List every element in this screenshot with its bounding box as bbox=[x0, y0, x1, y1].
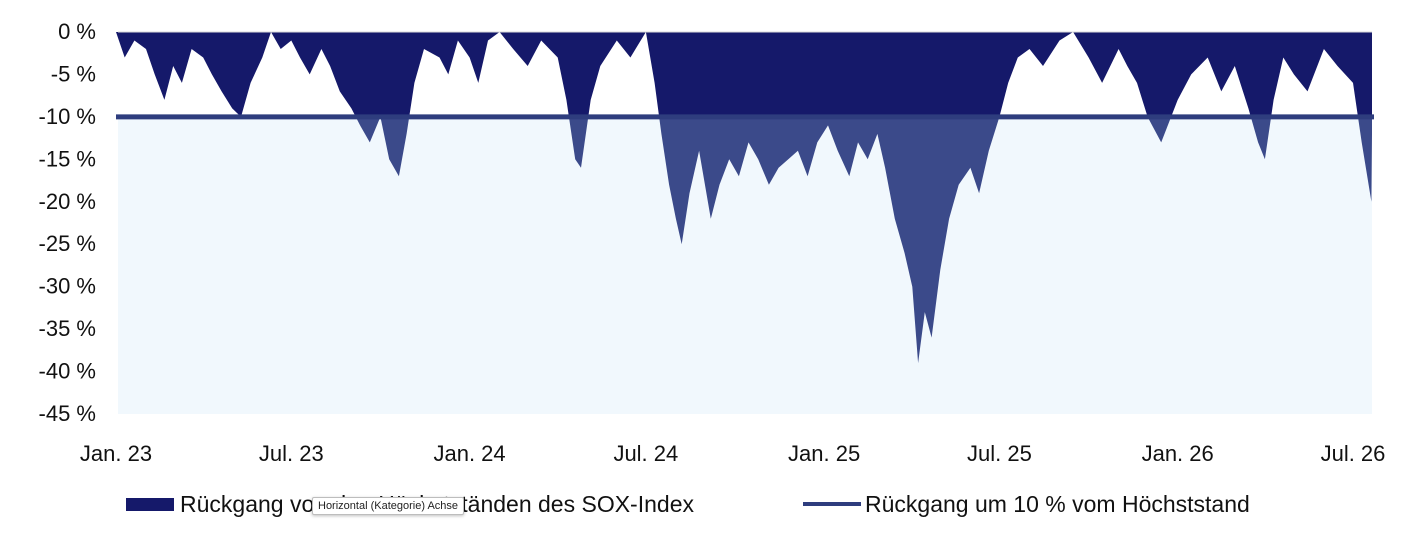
legend-swatch-threshold bbox=[803, 502, 861, 506]
y-tick-label: -35 % bbox=[39, 316, 96, 341]
axis-tooltip: Horizontal (Kategorie) Achse bbox=[312, 497, 465, 515]
drawdown-chart: 0 % -5 % -10 % -15 % -20 % -25 % -30 % -35 % -40… bbox=[39, 19, 1386, 466]
y-tick-label: -15 % bbox=[39, 146, 96, 171]
y-tick-label: -40 % bbox=[39, 359, 96, 384]
x-tick-label: Jul. 25 bbox=[967, 441, 1032, 466]
x-tick-label: Jul. 26 bbox=[1321, 441, 1386, 466]
legend-item-threshold: Rückgang um 10 % vom Höchststand bbox=[803, 486, 1250, 522]
x-tick-label: Jan. 24 bbox=[433, 441, 505, 466]
y-tick-label: 0 % bbox=[58, 19, 96, 44]
x-tick-label: Jan. 26 bbox=[1142, 441, 1214, 466]
x-tick-label: Jul. 24 bbox=[613, 441, 678, 466]
y-axis: 0 % -5 % -10 % -15 % -20 % -25 % -30 % -35 % -40… bbox=[39, 19, 96, 426]
legend-swatch-drawdown bbox=[126, 497, 174, 511]
y-tick-label: -25 % bbox=[39, 231, 96, 256]
drawdown-area-above-threshold bbox=[116, 32, 1372, 117]
x-tick-label: Jan. 25 bbox=[788, 441, 860, 466]
y-tick-label: -30 % bbox=[39, 274, 96, 299]
y-tick-label: -5 % bbox=[51, 61, 96, 86]
x-axis: Jan. 23 Jul. 23 Jan. 24 Jul. 24 Jan. 25 Jul. … bbox=[80, 441, 1386, 466]
legend: Rückgang von den Höchstständen des SOX-I… bbox=[0, 486, 1415, 522]
x-tick-label: Jul. 23 bbox=[259, 441, 324, 466]
y-tick-label: -20 % bbox=[39, 189, 96, 214]
legend-label-threshold: Rückgang um 10 % vom Höchststand bbox=[865, 490, 1250, 517]
y-tick-label: -10 % bbox=[39, 104, 96, 129]
y-tick-label: -45 % bbox=[39, 401, 96, 426]
below-threshold-background bbox=[118, 116, 1372, 414]
x-tick-label: Jan. 23 bbox=[80, 441, 152, 466]
drawdown-area-below-threshold bbox=[240, 116, 1372, 364]
